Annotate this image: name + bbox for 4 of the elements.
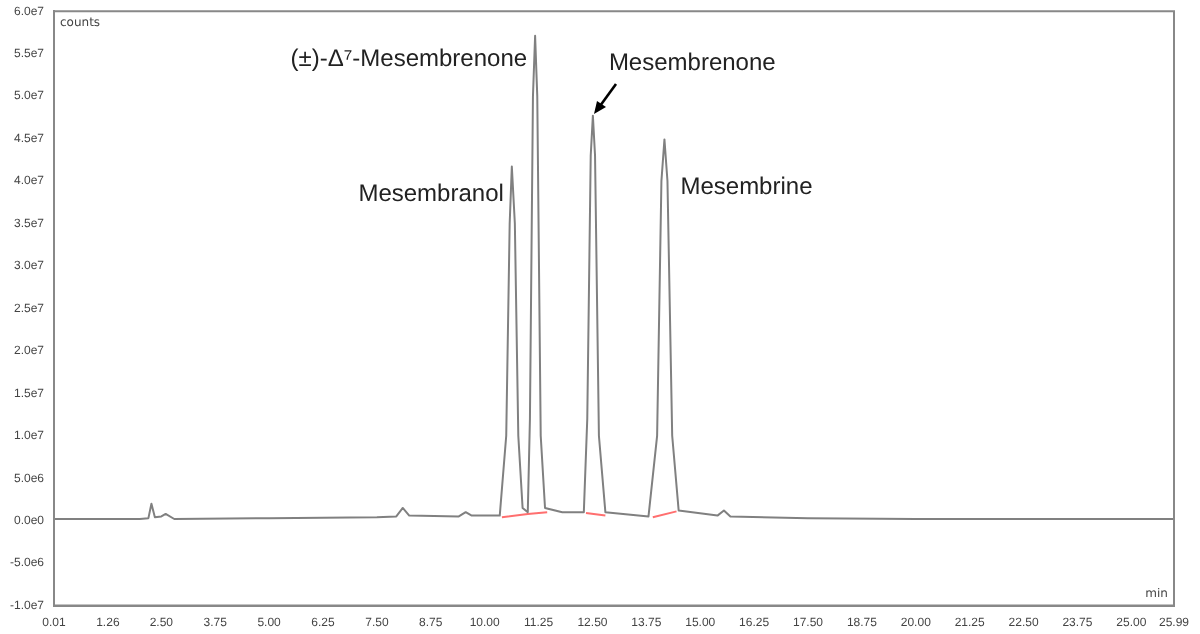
- annotation: Mesembranol: [358, 179, 504, 208]
- annotation: (±)-Δ⁷-Mesembrenone: [290, 44, 528, 73]
- annotation: Mesembrenone: [608, 48, 777, 77]
- annotation: Mesembrine: [680, 172, 814, 201]
